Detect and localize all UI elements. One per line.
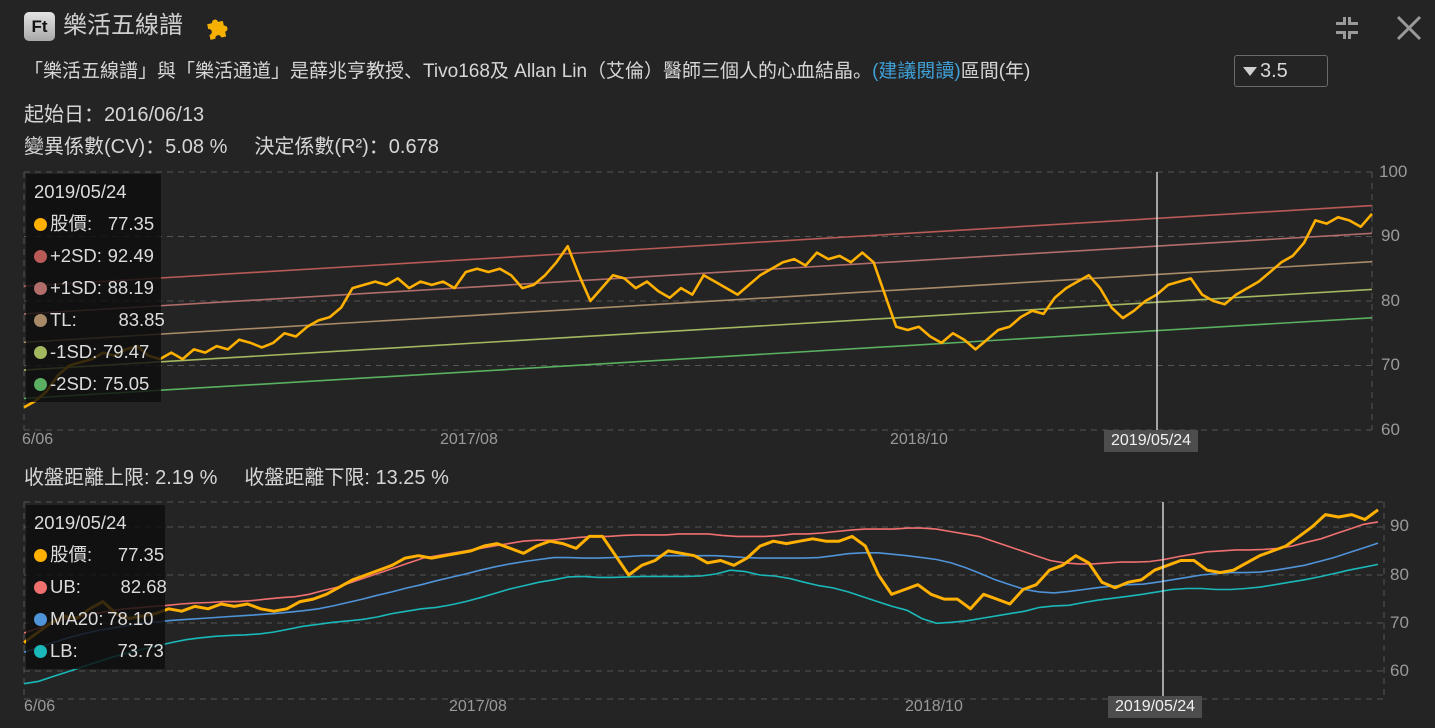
tooltip-value: 77.35 — [107, 213, 155, 234]
puzzle-icon[interactable] — [204, 13, 232, 41]
tooltip-row: -1SD: 79.47 — [34, 336, 161, 368]
crosshair-date-label: 2019/05/24 — [1104, 430, 1199, 452]
tooltip-row: MA20: 78.10 — [34, 603, 165, 635]
tooltip-label: -2SD: — [50, 373, 98, 394]
legend-dot-icon — [34, 549, 47, 562]
x-tick: 2017/08 — [440, 431, 498, 448]
y-tick-70: 70 — [1390, 613, 1409, 632]
tooltip-label: LB: — [50, 640, 78, 661]
stats-line: 變異係數(CV)：5.08 % 決定係數(R²)：0.678 — [24, 133, 439, 161]
tooltip-row: +2SD: 92.49 — [34, 240, 161, 272]
tooltip-row: -2SD: 75.05 — [34, 368, 161, 400]
period-label: 區間(年) — [960, 61, 1031, 82]
tooltip-label: 股價: — [50, 544, 93, 565]
legend-dot-icon — [34, 218, 47, 231]
dropdown-triangle-icon — [1243, 67, 1257, 76]
legend-dot-icon — [34, 378, 47, 391]
y-tick-60: 60 — [1390, 661, 1409, 680]
tooltip-value: 73.73 — [117, 640, 164, 661]
tooltip-value: 77.35 — [117, 544, 165, 565]
app-logo: Ft — [24, 12, 55, 41]
tooltip-value: 78.10 — [107, 608, 154, 629]
description-text: 「樂活五線譜」與「樂活通道」是薛兆亨教授、Tivo168及 Allan Lin（… — [24, 61, 873, 82]
tooltip-channel: 2019/05/24 股價: 77.35 UB: 82.68 MA20: 78.10 LB:… — [26, 505, 167, 669]
crosshair-date-label: 2019/05/24 — [1108, 696, 1203, 718]
tooltip-value: 75.05 — [103, 373, 150, 394]
tooltip-value: 82.68 — [120, 576, 167, 597]
lower-distance: 收盤距離下限: 13.25 % — [244, 467, 449, 489]
app-title: 樂活五線譜 — [63, 12, 183, 39]
x-tick: 6/06 — [24, 698, 56, 715]
tooltip-date: 2019/05/24 — [34, 512, 127, 533]
tooltip-row: 股價: 77.35 — [34, 539, 165, 571]
tooltip-label: MA20: — [50, 608, 104, 629]
tooltip-label: +1SD: — [50, 277, 102, 298]
y-tick-90: 90 — [1381, 226, 1400, 245]
close-icon[interactable] — [1395, 14, 1423, 42]
period-value: 3.5 — [1260, 60, 1288, 82]
tooltip-value: 88.19 — [107, 277, 154, 298]
period-select[interactable]: 3.5 — [1234, 55, 1328, 87]
tooltip-value: 92.49 — [107, 245, 154, 266]
legend-dot-icon — [34, 581, 47, 594]
tooltip-row: TL: 83.85 — [34, 304, 165, 336]
tooltip-label: +2SD: — [50, 245, 102, 266]
upper-distance: 收盤距離上限: 2.19 % — [24, 467, 218, 489]
tooltip-label: 股價: — [50, 213, 93, 234]
x-tick: 2018/10 — [905, 698, 963, 715]
cv-value: 變異係數(CV)：5.08 % — [24, 136, 228, 158]
legend-dot-icon — [34, 613, 47, 626]
tooltip-label: UB: — [50, 576, 81, 597]
r2-value: 決定係數(R²)：0.678 — [254, 136, 439, 158]
x-tick: 6/06 — [22, 431, 54, 448]
x-tick: 2018/10 — [890, 431, 948, 448]
tooltip-label: -1SD: — [50, 341, 98, 362]
tooltip-value: 83.85 — [118, 309, 165, 330]
tooltip-row: +1SD: 88.19 — [34, 272, 161, 304]
legend-dot-icon — [34, 250, 47, 263]
y-tick-90: 90 — [1390, 516, 1409, 535]
y-tick-70: 70 — [1381, 355, 1400, 374]
tooltip-row: UB: 82.68 — [34, 571, 167, 603]
distance-line: 收盤距離上限: 2.19 % 收盤距離下限: 13.25 % — [24, 464, 449, 492]
start-date: 起始日：2016/06/13 — [24, 104, 205, 126]
y-tick-100: 100 — [1379, 162, 1408, 181]
description: 「樂活五線譜」與「樂活通道」是薛兆亨教授、Tivo168及 Allan Lin（… — [24, 58, 1030, 86]
legend-dot-icon — [34, 282, 47, 295]
tooltip-value: 79.47 — [103, 341, 150, 362]
recommended-reading-link[interactable]: (建議閱讀) — [872, 61, 961, 82]
y-tick-80: 80 — [1390, 565, 1409, 584]
legend-dot-icon — [34, 346, 47, 359]
tooltip-row: 股價: 77.35 — [34, 208, 161, 240]
legend-dot-icon — [34, 645, 47, 658]
x-tick: 2017/08 — [449, 698, 507, 715]
tooltip-five-line: 2019/05/24 股價: 77.35 +2SD: 92.49 +1SD: 88.19 T… — [26, 174, 165, 402]
y-tick-60: 60 — [1381, 420, 1400, 439]
tooltip-row: LB: 73.73 — [34, 635, 165, 667]
tooltip-date: 2019/05/24 — [34, 181, 127, 202]
tooltip-label: TL: — [50, 309, 77, 330]
legend-dot-icon — [34, 314, 47, 327]
shrink-icon[interactable] — [1333, 14, 1361, 42]
y-tick-80: 80 — [1381, 291, 1400, 310]
